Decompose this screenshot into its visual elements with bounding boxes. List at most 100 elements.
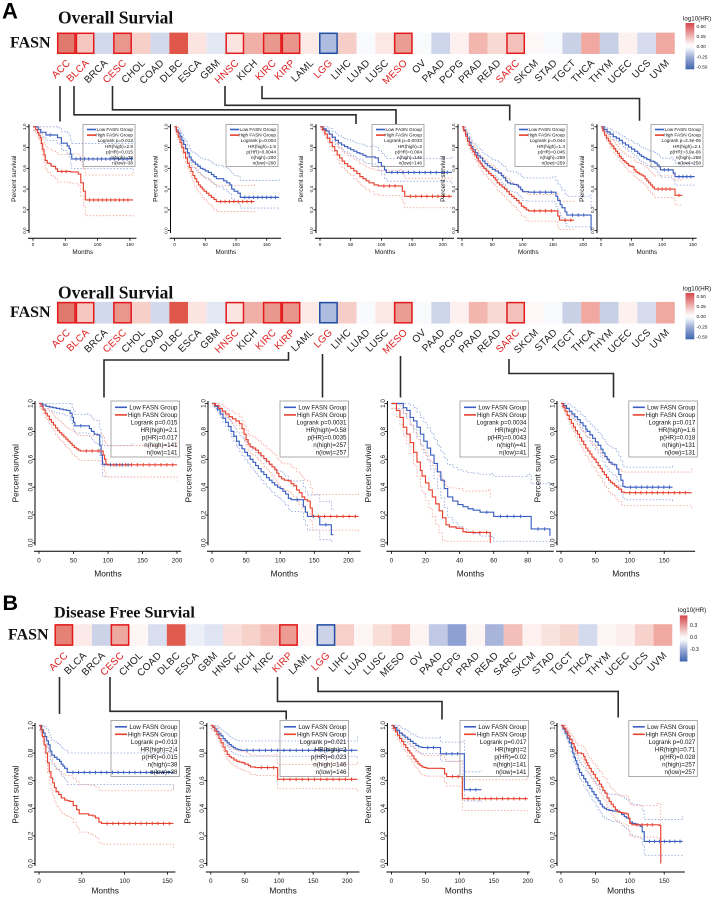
svg-text:200: 200 xyxy=(523,878,534,885)
svg-text:High FASN Group: High FASN Group xyxy=(477,731,527,738)
svg-text:Overall Survial: Overall Survial xyxy=(58,8,173,28)
svg-text:KIRC: KIRC xyxy=(251,650,276,675)
svg-text:High FASN Group: High FASN Group xyxy=(297,731,347,738)
svg-text:100: 100 xyxy=(454,878,465,885)
svg-text:High FASN Group: High FASN Group xyxy=(384,133,422,138)
svg-text:0: 0 xyxy=(173,242,176,247)
svg-text:Low FASN Group: Low FASN Group xyxy=(97,127,134,132)
svg-text:B: B xyxy=(3,591,19,615)
svg-text:Low FASN Group: Low FASN Group xyxy=(647,404,696,411)
svg-text:Logrank p=0.015: Logrank p=0.015 xyxy=(131,420,178,427)
svg-text:Disease Free Survial: Disease Free Survial xyxy=(54,604,195,622)
svg-text:Low FASN Group: Low FASN Group xyxy=(240,127,277,132)
svg-text:0.6: 0.6 xyxy=(380,454,387,463)
svg-text:0.0: 0.0 xyxy=(690,635,697,641)
svg-text:0.0: 0.0 xyxy=(451,227,456,234)
svg-text:Percent survival: Percent survival xyxy=(579,155,586,202)
svg-text:p(HR)=0.0035: p(HR)=0.0035 xyxy=(307,435,347,442)
svg-text:0.2: 0.2 xyxy=(27,510,34,519)
svg-text:Logrank p=0.017: Logrank p=0.017 xyxy=(480,739,527,746)
svg-text:n(low)=141: n(low)=141 xyxy=(147,450,178,457)
svg-text:UCS: UCS xyxy=(630,58,653,81)
svg-text:-0.50: -0.50 xyxy=(697,64,708,70)
svg-text:0.25: 0.25 xyxy=(697,34,707,40)
svg-text:High FASN Group: High FASN Group xyxy=(128,731,178,738)
svg-text:100: 100 xyxy=(625,558,636,565)
svg-text:0.4: 0.4 xyxy=(309,185,314,192)
svg-text:60: 60 xyxy=(490,558,498,565)
svg-text:200: 200 xyxy=(172,558,183,565)
svg-text:p(HR)=0.017: p(HR)=0.017 xyxy=(142,435,178,442)
svg-text:100: 100 xyxy=(103,558,114,565)
svg-text:HR(high)=2: HR(high)=2 xyxy=(495,747,527,754)
svg-text:0.4: 0.4 xyxy=(549,482,556,491)
svg-text:HR(high)=0.71: HR(high)=0.71 xyxy=(655,747,696,754)
svg-text:0.8: 0.8 xyxy=(27,427,34,436)
svg-text:Low FASN Group: Low FASN Group xyxy=(386,127,423,132)
svg-text:200: 200 xyxy=(579,242,587,247)
svg-text:150: 150 xyxy=(488,878,499,885)
svg-text:Months: Months xyxy=(375,249,396,256)
svg-text:0.2: 0.2 xyxy=(27,831,34,840)
svg-text:0.00: 0.00 xyxy=(697,314,707,320)
svg-text:High FASN Group: High FASN Group xyxy=(128,412,178,419)
svg-text:HR(high)=2.1: HR(high)=2.1 xyxy=(673,144,701,149)
svg-text:0.6: 0.6 xyxy=(590,165,595,172)
svg-text:Overall Survial: Overall Survial xyxy=(58,282,173,302)
svg-text:log10(HR): log10(HR) xyxy=(683,286,711,293)
svg-text:200: 200 xyxy=(342,878,353,885)
svg-text:0.0: 0.0 xyxy=(549,538,556,547)
svg-text:0.6: 0.6 xyxy=(163,165,168,172)
svg-text:p(HR)=0.02: p(HR)=0.02 xyxy=(494,754,527,761)
svg-text:0.2: 0.2 xyxy=(451,206,456,213)
svg-text:0.2: 0.2 xyxy=(163,206,168,213)
svg-text:Months: Months xyxy=(457,569,484,579)
svg-text:1.0: 1.0 xyxy=(549,399,556,408)
svg-text:50: 50 xyxy=(592,558,600,565)
svg-text:50: 50 xyxy=(422,878,430,885)
svg-text:100: 100 xyxy=(275,558,286,565)
svg-text:Percent survival: Percent survival xyxy=(534,765,543,823)
svg-text:Low FASN Group: Low FASN Group xyxy=(298,404,347,411)
svg-text:80: 80 xyxy=(524,558,532,565)
svg-text:0.2: 0.2 xyxy=(590,206,595,213)
svg-text:0.2: 0.2 xyxy=(549,510,556,519)
svg-text:Months: Months xyxy=(72,249,93,256)
svg-text:HR(high)=2: HR(high)=2 xyxy=(398,144,422,149)
svg-text:1.0: 1.0 xyxy=(380,721,387,730)
svg-text:FASN: FASN xyxy=(10,304,51,321)
svg-text:0.6: 0.6 xyxy=(27,776,34,785)
svg-text:20: 20 xyxy=(422,558,430,565)
svg-text:0.6: 0.6 xyxy=(22,165,27,172)
svg-text:-0.50: -0.50 xyxy=(697,334,708,340)
svg-text:p(HR)=0.0044: p(HR)=0.0044 xyxy=(246,149,276,154)
svg-text:100: 100 xyxy=(625,878,636,885)
svg-text:p(HR)=0.015: p(HR)=0.015 xyxy=(142,754,178,761)
svg-text:Percent survival: Percent survival xyxy=(185,444,194,502)
svg-text:HR(high)=1.6: HR(high)=1.6 xyxy=(658,427,696,434)
svg-text:Percent survival: Percent survival xyxy=(153,155,160,202)
svg-text:n(high)=257: n(high)=257 xyxy=(313,442,347,449)
svg-text:0: 0 xyxy=(559,878,563,885)
svg-text:n(high)=258: n(high)=258 xyxy=(676,155,702,160)
svg-text:150: 150 xyxy=(263,242,271,247)
svg-text:Percent survival: Percent survival xyxy=(11,155,18,202)
svg-text:0.8: 0.8 xyxy=(22,144,27,151)
svg-text:n(high)=141: n(high)=141 xyxy=(144,442,178,449)
svg-text:Months: Months xyxy=(518,249,539,256)
svg-text:Logrank p=0.0031: Logrank p=0.0031 xyxy=(296,420,347,427)
svg-text:0.0: 0.0 xyxy=(380,859,387,868)
svg-text:Logrank p=0.044: Logrank p=0.044 xyxy=(530,138,566,143)
svg-text:100: 100 xyxy=(658,242,666,247)
svg-text:n(low)=258: n(low)=258 xyxy=(678,160,702,165)
svg-text:0.2: 0.2 xyxy=(22,206,27,213)
svg-text:HR(high)=2.4: HR(high)=2.4 xyxy=(141,747,179,754)
svg-text:Low FASN Group: Low FASN Group xyxy=(478,724,527,731)
svg-text:High FASN Group: High FASN Group xyxy=(646,731,696,738)
svg-text:150: 150 xyxy=(126,242,134,247)
svg-text:Percent survival: Percent survival xyxy=(12,444,21,502)
svg-text:150: 150 xyxy=(408,242,416,247)
svg-text:1.0: 1.0 xyxy=(199,721,206,730)
svg-text:n(low)=146: n(low)=146 xyxy=(399,160,423,165)
svg-text:0: 0 xyxy=(319,242,322,247)
